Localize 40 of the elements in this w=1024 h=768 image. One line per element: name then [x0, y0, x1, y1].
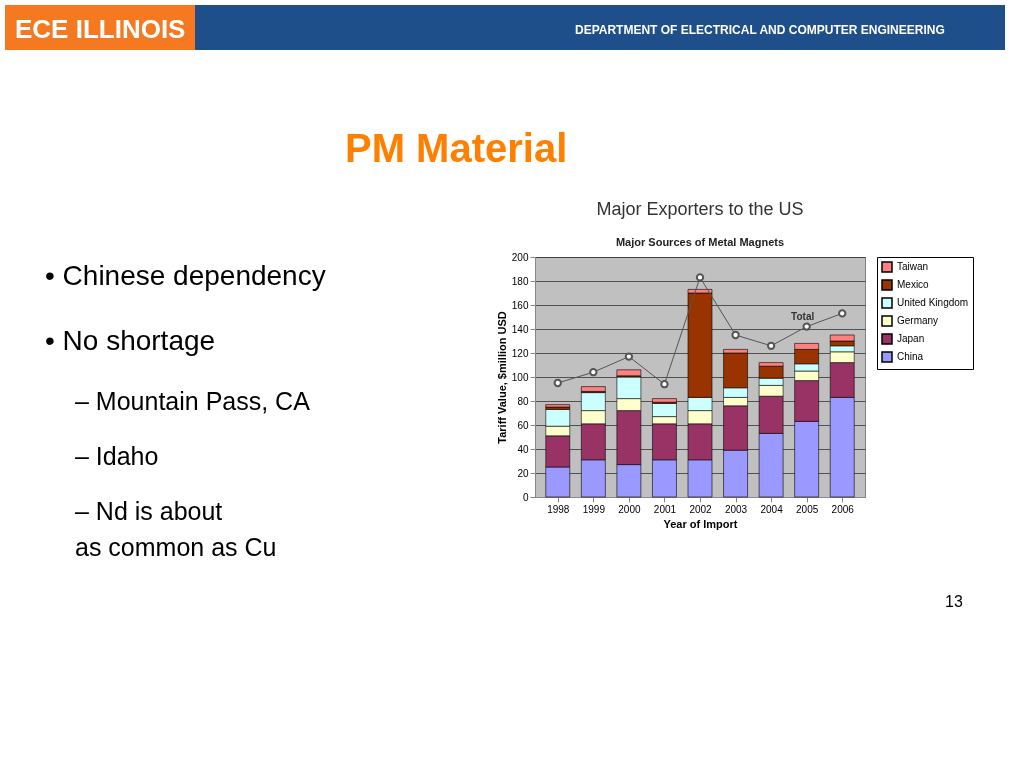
y-tick-label: 0 [522, 491, 529, 503]
y-tick-label: 100 [511, 371, 529, 383]
chart-title: Major Exporters to the US [596, 199, 804, 219]
y-tick-label: 120 [511, 347, 529, 359]
text: – Mountain Pass, CA [75, 387, 311, 415]
text: DEPARTMENT OF ELECTRICAL AND COMPUTER ENGINEERING [575, 23, 945, 37]
x-tick-label: 2002 [689, 503, 713, 515]
text: 13 [945, 593, 963, 610]
legend-label: United Kingdom [897, 297, 969, 308]
x-tick-label: 2000 [618, 503, 641, 515]
y-tick-label: 60 [517, 419, 529, 431]
legend-label: Mexico [897, 279, 930, 290]
text: – Nd is about as common as Cu [75, 497, 277, 562]
text: ECE ILLINOIS [15, 14, 186, 44]
y-tick-label: 20 [517, 467, 529, 479]
chart-subtitle: Major Sources of Metal Magnets [615, 236, 785, 248]
series-label: Total [791, 310, 815, 322]
y-tick-label: 80 [517, 395, 529, 407]
x-tick-label: 1999 [582, 503, 606, 515]
text: • Chinese dependency [45, 260, 326, 291]
x-axis-title: Year of Import [663, 517, 738, 530]
x-tick-label: 2003 [724, 503, 748, 515]
legend-label: Japan [897, 333, 925, 344]
y-tick-label: 200 [511, 251, 529, 263]
legend-label: Germany [897, 315, 939, 326]
x-tick-label: 1998 [547, 503, 570, 515]
x-tick-label: 2004 [760, 503, 784, 515]
x-tick-label: 2005 [796, 503, 819, 515]
y-axis-title: Tariff Value, $million USD [495, 311, 508, 444]
text: • No shortage [45, 325, 216, 356]
y-tick-label: 40 [517, 443, 529, 455]
text: – Idaho [75, 442, 159, 470]
y-tick-label: 160 [511, 299, 529, 311]
x-tick-label: 2006 [831, 503, 855, 515]
y-tick-label: 140 [511, 323, 529, 335]
text: PM Material [345, 126, 568, 170]
legend-label: Taiwan [897, 261, 929, 272]
y-tick-label: 180 [511, 275, 529, 287]
x-tick-label: 2001 [653, 503, 677, 515]
legend-label: China [897, 351, 924, 362]
